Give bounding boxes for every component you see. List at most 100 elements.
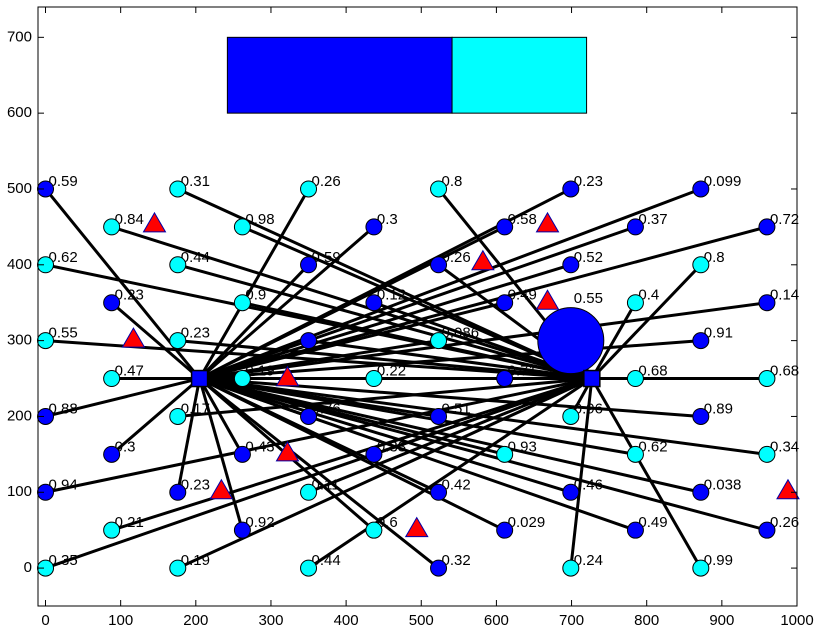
x-tick-label: 100 [108, 612, 133, 629]
link [199, 263, 572, 380]
node [300, 483, 318, 501]
triangle [404, 516, 429, 538]
link [199, 225, 768, 380]
triangle [275, 440, 300, 462]
node-label: 0.89 [704, 400, 733, 417]
link [199, 225, 636, 380]
node-label: 0.3 [115, 438, 136, 455]
node-label: 0.4 [638, 287, 659, 304]
node [692, 559, 710, 577]
node [300, 256, 318, 274]
link [199, 187, 702, 380]
node-label: 0.24 [574, 552, 603, 569]
axes-box [37, 6, 798, 607]
node [169, 483, 187, 501]
node [300, 332, 318, 350]
link [199, 377, 768, 532]
x-tick-label: 300 [258, 612, 283, 629]
node [233, 218, 251, 236]
node [562, 256, 580, 274]
node-label: 0.038 [704, 476, 742, 493]
triangle [142, 211, 167, 233]
link [176, 378, 202, 493]
y-tick-label: 500 [7, 180, 32, 197]
x-tick-label: 500 [409, 612, 434, 629]
hub [583, 369, 601, 388]
node [496, 370, 514, 388]
node [430, 256, 448, 274]
band-segment [451, 36, 588, 114]
link [198, 188, 310, 380]
node-label: 0.49 [638, 514, 667, 531]
link [590, 377, 703, 569]
node-label: 0.52 [574, 249, 603, 266]
triangle [471, 249, 495, 271]
triangle [121, 327, 146, 348]
node [562, 483, 580, 501]
node-label: 0.23 [181, 325, 210, 342]
node-label: 0.42 [442, 476, 471, 493]
x-tick-label: 400 [334, 612, 359, 629]
node-label: 0.99 [704, 552, 733, 569]
triangle [776, 478, 800, 500]
node [692, 483, 710, 501]
node [758, 521, 776, 539]
node [496, 521, 514, 539]
node [430, 407, 448, 425]
node [300, 559, 318, 577]
node [103, 370, 121, 388]
node [430, 559, 448, 577]
node-label: 0.22 [377, 363, 406, 380]
node [365, 445, 383, 463]
node [496, 294, 514, 312]
node-label: 0.8 [442, 173, 463, 190]
node [169, 256, 187, 274]
y-tick-label: 0 [24, 559, 32, 576]
node [692, 180, 710, 198]
node [233, 521, 251, 539]
band-segment [226, 36, 453, 114]
triangle [209, 478, 234, 500]
hub [190, 369, 209, 388]
link [110, 377, 201, 456]
link [199, 377, 572, 494]
node [300, 180, 318, 198]
node [562, 407, 580, 425]
x-tick-label: 600 [484, 612, 509, 629]
node [496, 445, 514, 463]
node [626, 370, 644, 388]
link [199, 301, 768, 381]
node [365, 294, 383, 312]
x-tick-label: 200 [183, 612, 208, 629]
link [307, 377, 593, 570]
node [233, 445, 251, 463]
link [199, 301, 506, 380]
node [103, 445, 121, 463]
node-label: 0.55 [574, 290, 603, 307]
y-tick-label: 200 [7, 407, 32, 424]
triangle [535, 289, 560, 310]
node-label: 0.26 [770, 514, 799, 531]
link [198, 377, 244, 456]
node-label: 0.47 [115, 363, 144, 380]
node [365, 218, 383, 236]
node [103, 294, 121, 312]
y-tick-label: 400 [7, 256, 32, 273]
node [692, 407, 710, 425]
link [198, 378, 244, 531]
node-label: 0.34 [770, 438, 799, 455]
node-label: 0.62 [49, 249, 78, 266]
node [233, 370, 251, 388]
node-label: 0.3 [377, 211, 398, 228]
node [169, 332, 187, 350]
node [562, 180, 580, 198]
link [199, 377, 702, 494]
node-label: 0.55 [49, 325, 78, 342]
node [758, 445, 776, 463]
link [199, 377, 636, 532]
node-label: 0.32 [442, 552, 471, 569]
x-tick-label: 1000 [780, 612, 813, 629]
node-label: 0.23 [181, 476, 210, 493]
node [300, 407, 318, 425]
triangle [275, 365, 300, 387]
